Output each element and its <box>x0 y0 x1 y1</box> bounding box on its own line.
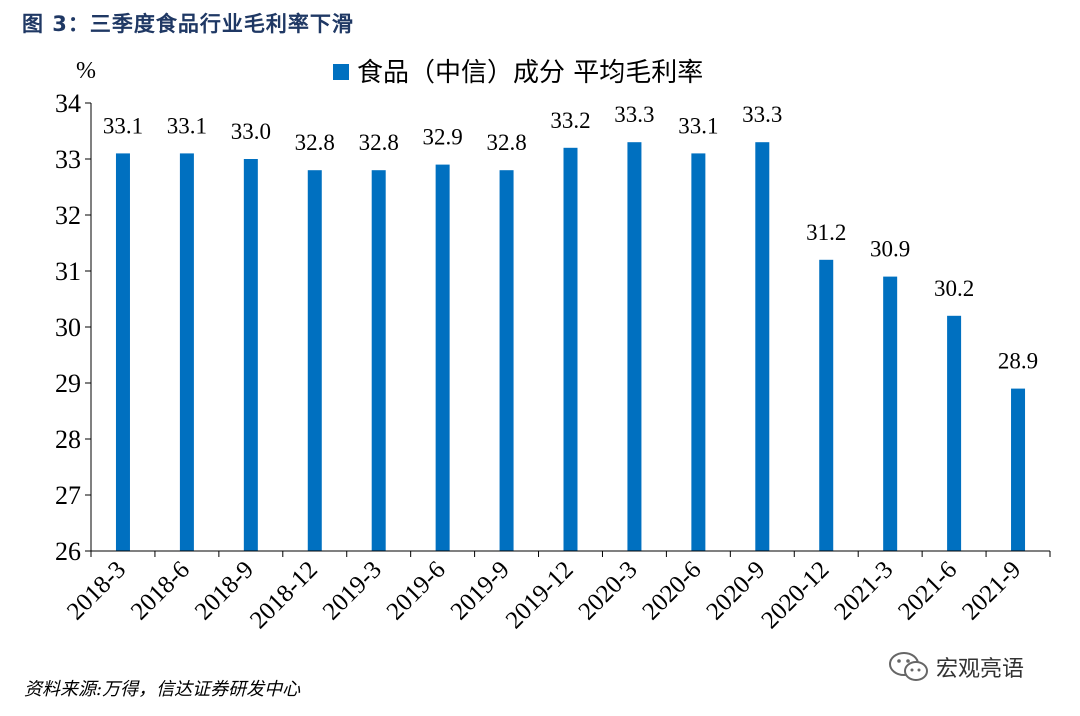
chart-legend: 食品（中信）成分 平均毛利率 <box>333 58 703 88</box>
data-label: 32.8 <box>295 130 335 155</box>
y-tick-label: 26 <box>55 537 81 566</box>
bar <box>179 153 194 551</box>
source-note: 资料来源:万得，信达证券研发中心 <box>24 679 301 700</box>
bar <box>1011 388 1026 551</box>
data-label: 33.1 <box>103 113 143 138</box>
data-label: 32.8 <box>359 130 399 155</box>
y-tick-label: 31 <box>55 257 81 286</box>
x-axis: 2018-32018-62018-92018-122019-32019-6201… <box>62 550 1051 634</box>
data-label: 32.8 <box>486 130 526 155</box>
y-tick-label: 28 <box>55 425 81 454</box>
x-tick-label: 2019-3 <box>318 556 387 625</box>
figure-title: 图 3：三季度食品行业毛利率下滑 <box>22 12 354 36</box>
bar <box>627 142 642 551</box>
x-tick-label: 2018-12 <box>245 556 323 634</box>
x-tick-label: 2021-3 <box>829 556 898 625</box>
y-tick-label: 34 <box>55 89 81 118</box>
data-label: 33.2 <box>550 108 590 133</box>
x-tick-label: 2019-12 <box>501 556 579 634</box>
bar <box>947 315 962 551</box>
data-label: 33.0 <box>231 119 271 144</box>
bars <box>115 142 1026 552</box>
value-labels: 33.1 33.1 33.0 32.8 32.8 32.9 32.8 33.2 33.3 33.1… <box>103 102 1038 373</box>
x-tick-label: 2018-3 <box>62 556 131 625</box>
y-tick-label: 32 <box>55 201 81 230</box>
y-tick-label: 27 <box>55 481 81 510</box>
data-label: 33.3 <box>614 102 654 127</box>
x-tick-label: 2019-6 <box>382 556 451 625</box>
watermark-text: 宏观亮语 <box>936 657 1025 682</box>
bar <box>499 170 514 551</box>
legend-label: 食品（中信）成分 平均毛利率 <box>357 58 703 88</box>
bar <box>755 142 770 551</box>
bar <box>115 153 130 551</box>
y-axis: 26 27 28 29 30 31 32 33 34 <box>55 89 92 566</box>
data-label: 28.9 <box>998 349 1038 374</box>
bar <box>691 153 706 551</box>
x-tick-label: 2021-6 <box>893 556 962 625</box>
wechat-icon <box>889 652 928 681</box>
bar <box>371 170 386 551</box>
x-tick-label: 2018-6 <box>126 556 195 625</box>
bar <box>307 170 322 551</box>
legend-swatch <box>333 64 349 80</box>
data-label: 33.1 <box>167 113 207 138</box>
x-tick-label: 2021-9 <box>957 556 1026 625</box>
y-tick-label: 33 <box>55 145 81 174</box>
bar <box>435 164 450 551</box>
bar <box>243 159 258 551</box>
data-label: 30.2 <box>934 276 974 301</box>
x-tick-label: 2020-12 <box>756 556 834 634</box>
bar <box>819 259 834 551</box>
x-tick-label: 2020-3 <box>574 556 643 625</box>
data-label: 33.3 <box>742 102 782 127</box>
y-axis-unit: % <box>76 58 96 84</box>
data-label: 31.2 <box>806 220 846 245</box>
data-label: 32.9 <box>423 125 463 150</box>
y-tick-label: 30 <box>55 313 81 342</box>
data-label: 30.9 <box>870 237 910 262</box>
data-label: 33.1 <box>678 113 718 138</box>
bar <box>563 147 578 552</box>
x-tick-label: 2020-6 <box>637 556 706 625</box>
watermark: 宏观亮语 <box>888 650 1024 684</box>
y-tick-label: 29 <box>55 369 81 398</box>
bar <box>883 276 898 551</box>
